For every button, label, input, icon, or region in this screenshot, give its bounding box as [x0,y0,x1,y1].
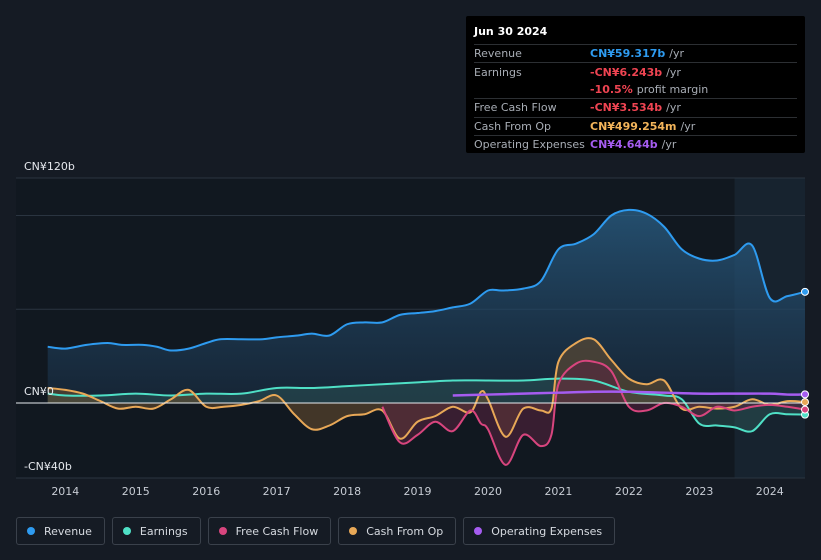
y-label-bottom: -CN¥40b [24,460,72,473]
x-tick-label: 2019 [404,485,432,498]
tooltip-unit: /yr [661,138,677,152]
x-tick-label: 2023 [685,485,713,498]
legend-label: Operating Expenses [491,524,603,538]
tooltip-unit: /yr [666,101,681,115]
revenue-endpoint [801,287,809,296]
revenue-dot-icon [27,527,35,535]
operating-expenses-dot-icon [474,527,483,535]
x-tick-label: 2022 [615,485,643,498]
legend-item-cash-from-op[interactable]: Cash From Op [338,517,457,545]
tooltip-label: Operating Expenses [474,138,585,152]
revenue-area [47,209,806,403]
tooltip-row-fcf: Free Cash Flow -CN¥3.534b /yr [474,99,797,118]
series-lines [47,208,806,466]
legend-item-revenue[interactable]: Revenue [16,517,105,545]
x-tick-label: 2014 [51,485,79,498]
tooltip-unit: profit margin [636,82,709,96]
x-axis-ticks: 2014 2015 2016 2017 2018 2019 2020 2021 2022 2023… [51,485,783,498]
tooltip-row-margin: -10.5% profit margin [474,81,797,100]
cash-from-op-endpoint [801,398,809,407]
legend: Revenue Earnings Free Cash Flow Cash Fro… [16,517,616,545]
x-tick-label: 2017 [263,485,291,498]
tooltip-value: -CN¥6.243b [590,65,663,79]
tooltip-label: Revenue [474,47,522,61]
tooltip-value: CN¥4.644b [590,138,658,152]
free-cash-flow-line [381,359,806,466]
legend-item-earnings[interactable]: Earnings [111,517,201,545]
tooltip-label: Earnings [474,65,522,79]
tooltip-value: CN¥59.317b [590,47,666,61]
cash-from-op-area [47,338,806,439]
y-label-top: CN¥120b [24,160,75,173]
tooltip-date: Jun 30 2024 [474,22,797,45]
tooltip-value: -CN¥3.534b [590,101,663,115]
x-tick-label: 2015 [122,485,150,498]
x-tick-label: 2021 [544,485,572,498]
tooltip-row-opex: Operating Expenses CN¥4.644b /yr [474,136,797,153]
operating-expenses-line [452,390,806,397]
tooltip-row-cfo: Cash From Op CN¥499.254m /yr [474,118,797,136]
x-tick-label: 2020 [474,485,502,498]
legend-item-free-cash-flow[interactable]: Free Cash Flow [207,517,332,545]
free-cash-flow-endpoint [801,405,809,414]
tooltip-unit: /yr [680,119,696,133]
tooltip-unit: /yr [669,47,685,61]
y-label-zero: CN¥0 [24,385,54,398]
tooltip-row-revenue: Revenue CN¥59.317b /yr [474,45,797,64]
cash-from-op-line [47,337,806,440]
legend-label: Cash From Op [366,524,444,538]
x-tick-label: 2024 [756,485,784,498]
legend-label: Earnings [139,524,188,538]
legend-label: Free Cash Flow [235,524,319,538]
tooltip-label: Cash From Op [474,119,552,133]
series-endpoints [801,287,809,419]
operating-expenses-endpoint [801,390,809,399]
tooltip-value: -10.5% [590,82,633,96]
legend-item-operating-expenses[interactable]: Operating Expenses [463,517,616,545]
tooltip-row-earnings: Earnings -CN¥6.243b /yr [474,63,797,80]
earnings-line [47,377,806,433]
earnings-dot-icon [122,527,131,535]
tooltip-label: Free Cash Flow [474,101,557,115]
tooltip-value: CN¥499.254m [590,119,677,133]
x-tick-label: 2018 [333,485,361,498]
revenue-line [47,208,806,352]
cash-from-op-dot-icon [349,527,358,535]
x-tick-label: 2016 [192,485,220,498]
free-cash-flow-dot-icon [218,527,227,535]
legend-label: Revenue [44,524,92,538]
tooltip-unit: /yr [666,65,681,79]
tooltip-panel: Jun 30 2024 Revenue CN¥59.317b /yr Earni… [466,16,805,153]
